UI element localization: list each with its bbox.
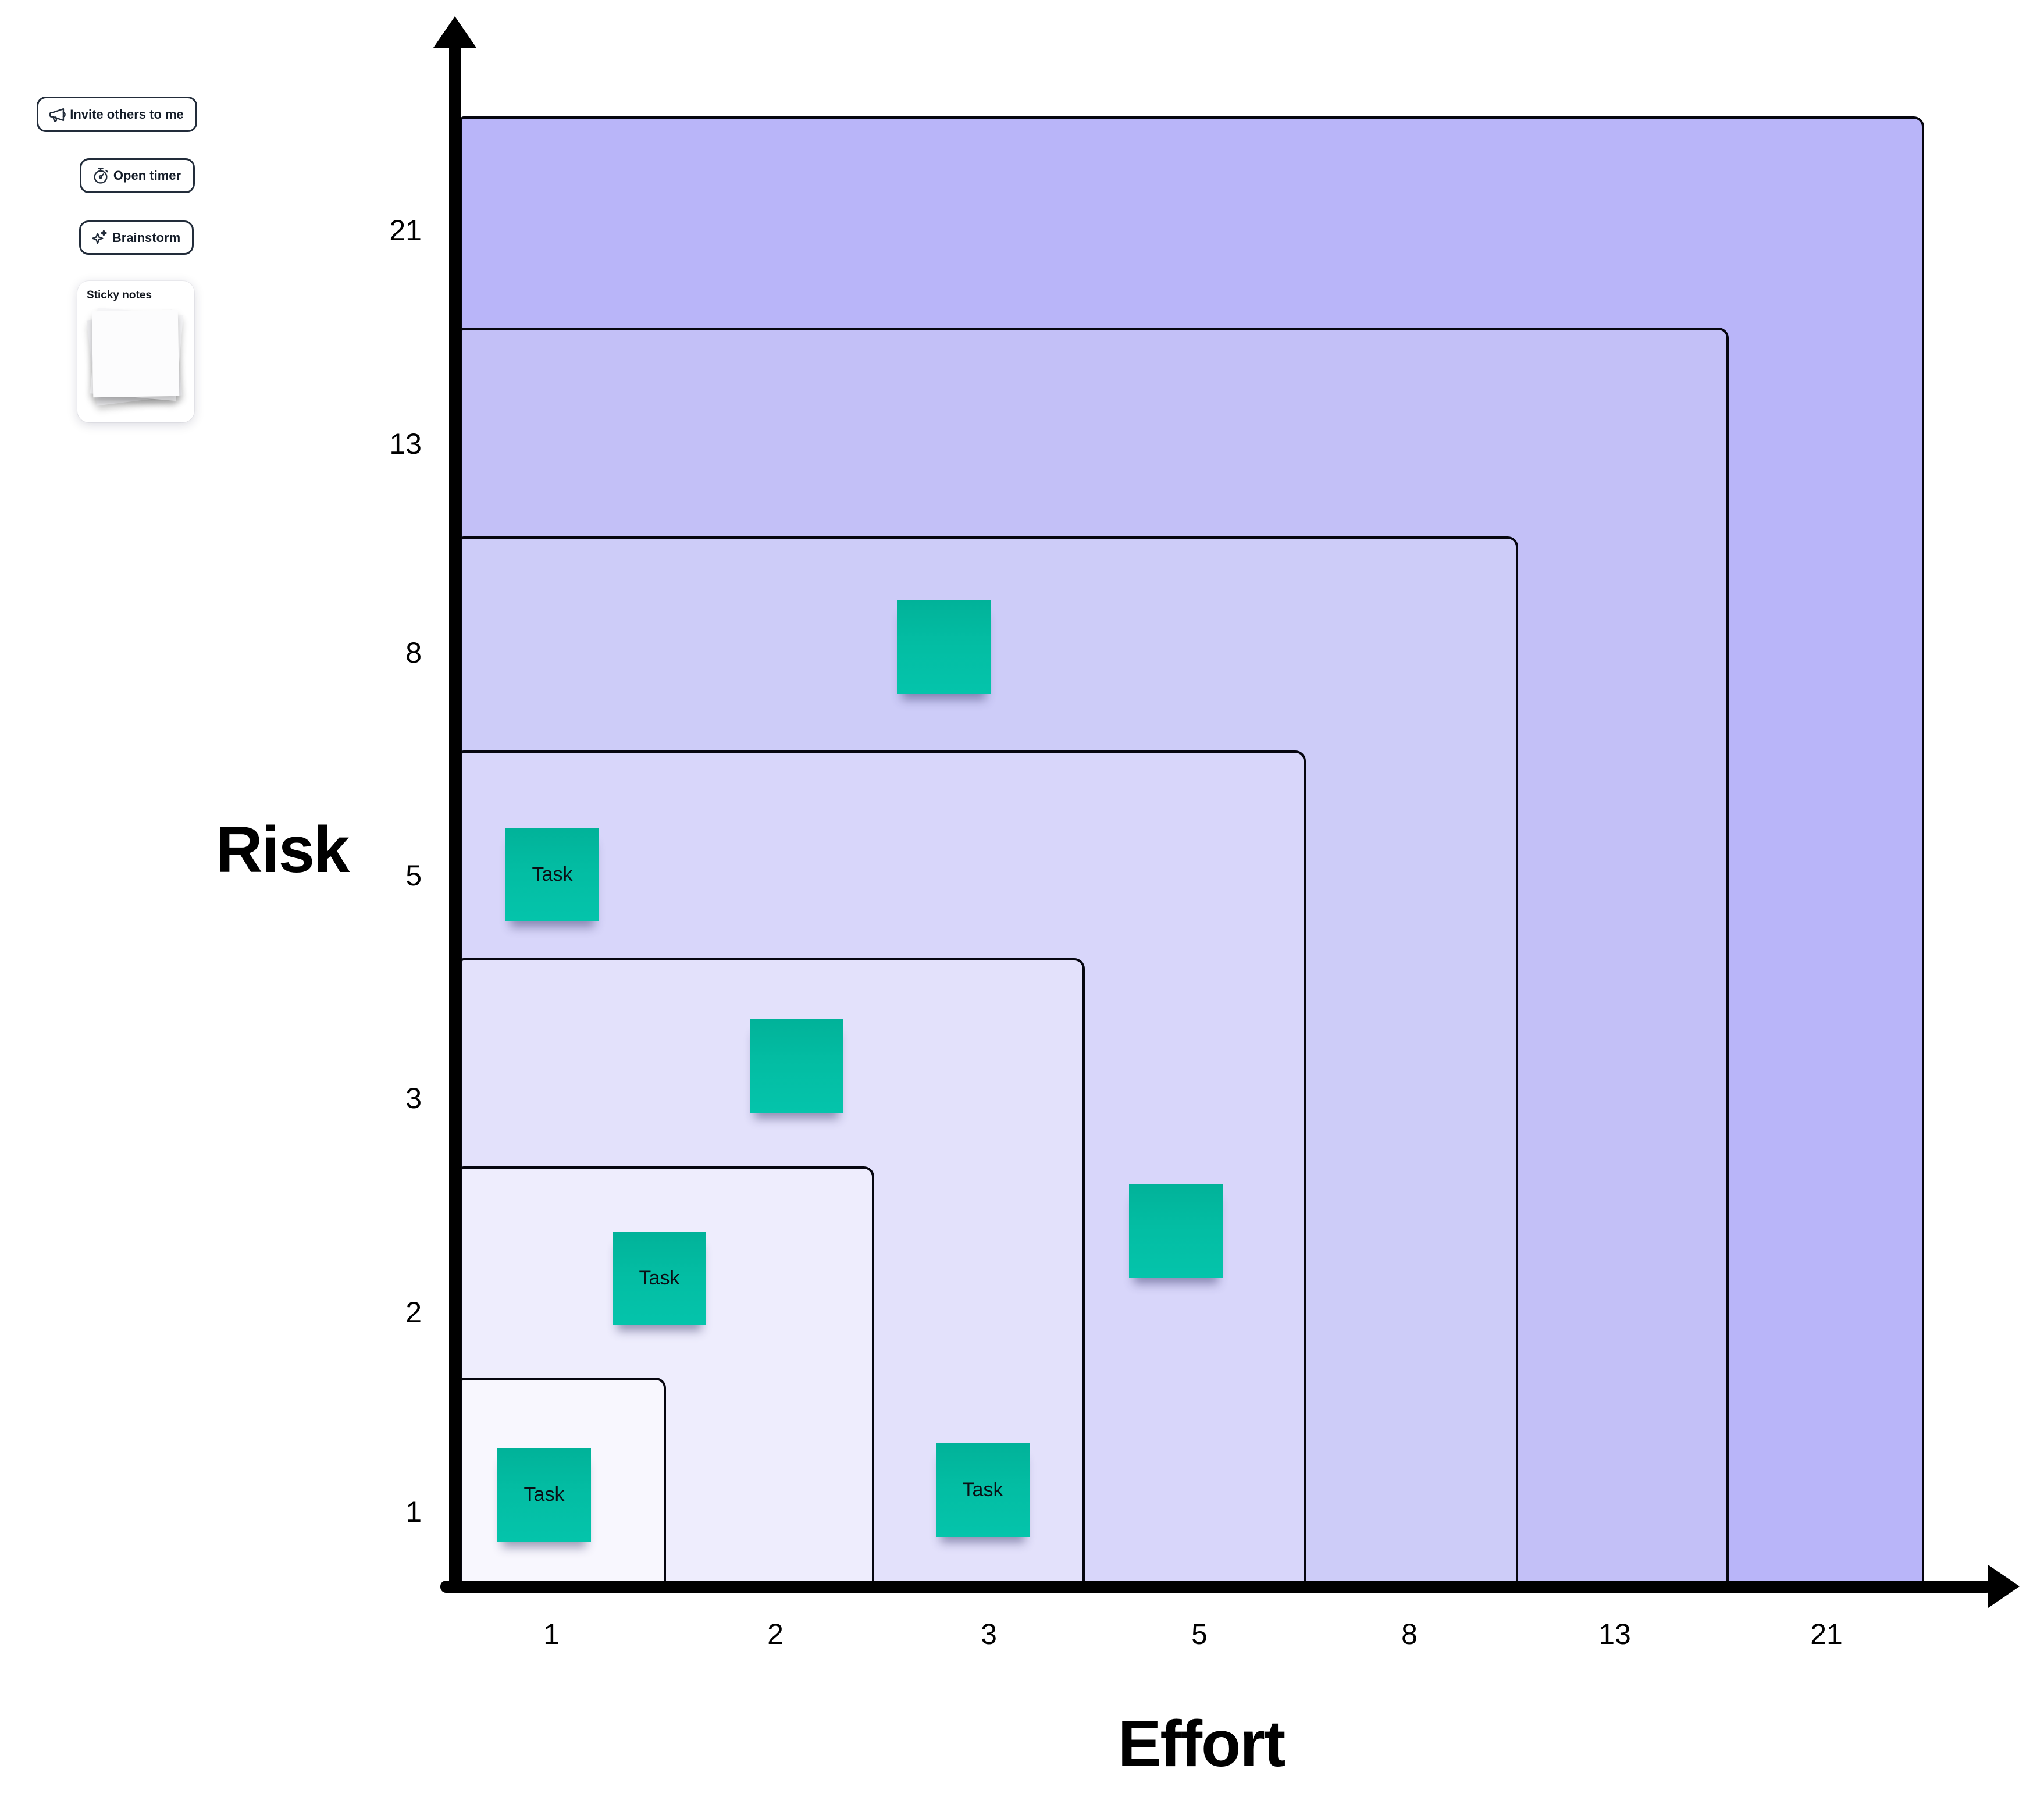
sticky-note-label: Task — [962, 1479, 1003, 1501]
brainstorm-label: Brainstorm — [112, 230, 181, 245]
x-tick-21: 21 — [1810, 1618, 1843, 1650]
x-axis-arrowhead-icon — [1988, 1565, 2020, 1608]
sticky-note[interactable]: Task — [497, 1448, 591, 1542]
invite-others-label: Invite others to me — [70, 106, 184, 122]
y-tick-5: 5 — [405, 859, 422, 892]
sticky-note-label: Task — [639, 1267, 680, 1289]
open-timer-label: Open timer — [113, 168, 181, 183]
sticky-note[interactable]: Task — [505, 828, 599, 921]
y-tick-13: 13 — [389, 428, 422, 460]
y-tick-21: 21 — [389, 214, 422, 247]
y-tick-1: 1 — [405, 1496, 422, 1528]
sticky-note[interactable] — [897, 600, 991, 694]
x-axis-title: Effort — [1117, 1707, 1286, 1780]
sticky-note[interactable]: Task — [936, 1443, 1030, 1537]
open-timer-button[interactable]: Open timer — [80, 158, 195, 193]
sticky-note-stack[interactable] — [86, 305, 184, 411]
sticky-note[interactable] — [750, 1019, 843, 1113]
x-tick-13: 13 — [1598, 1618, 1631, 1650]
y-axis-line — [449, 34, 461, 1593]
x-tick-5: 5 — [1191, 1618, 1208, 1650]
x-axis-line — [440, 1581, 1992, 1593]
y-tick-3: 3 — [405, 1082, 422, 1115]
x-tick-3: 3 — [981, 1618, 997, 1650]
sticky-note[interactable]: Task — [613, 1232, 706, 1325]
sticky-note-paper — [91, 309, 180, 398]
x-tick-1: 1 — [543, 1618, 560, 1650]
timer-icon — [94, 168, 108, 184]
y-tick-8: 8 — [405, 636, 422, 669]
sticky-notes-panel: Sticky notes — [77, 281, 194, 422]
x-tick-2: 2 — [767, 1618, 784, 1650]
invite-others-button[interactable]: Invite others to me — [37, 97, 197, 132]
sticky-note-label: Task — [532, 863, 573, 885]
y-axis-title: Risk — [215, 813, 350, 886]
x-tick-8: 8 — [1401, 1618, 1418, 1650]
y-tick-2: 2 — [405, 1296, 422, 1329]
y-axis-arrowhead-icon — [433, 16, 476, 48]
sticky-note[interactable] — [1129, 1184, 1223, 1278]
sticky-notes-panel-title: Sticky notes — [87, 289, 152, 301]
megaphone-icon — [49, 108, 66, 122]
sparkles-icon — [92, 229, 107, 244]
brainstorm-button[interactable]: Brainstorm — [79, 220, 194, 255]
sticky-note-label: Task — [524, 1483, 565, 1506]
